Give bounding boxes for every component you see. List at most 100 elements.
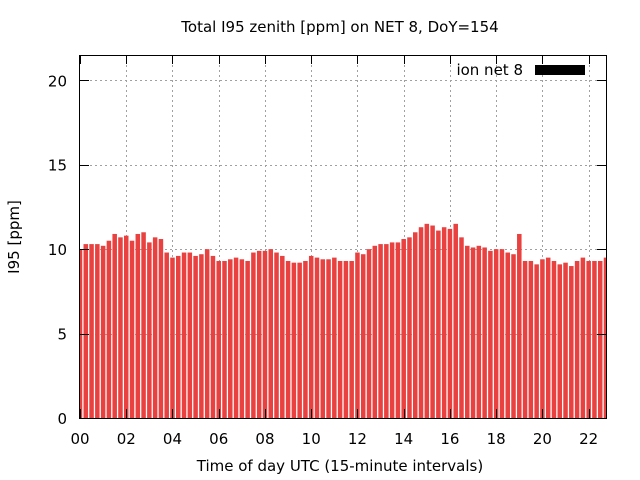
bar xyxy=(337,260,343,418)
legend-label: ion net 8 xyxy=(456,61,523,79)
bar xyxy=(199,254,204,418)
y-tick-label: 15 xyxy=(48,157,67,175)
bar xyxy=(256,250,262,418)
y-tick-labels: 0 5 10 15 20 xyxy=(48,72,67,428)
bar xyxy=(100,245,106,418)
bar xyxy=(517,233,522,418)
bar xyxy=(372,245,378,418)
bar xyxy=(574,260,580,418)
bar xyxy=(592,260,597,418)
x-tick-label: 02 xyxy=(117,430,136,448)
bar xyxy=(447,228,453,418)
bar xyxy=(129,240,135,418)
bar xyxy=(216,260,221,418)
bar xyxy=(401,239,406,418)
bar xyxy=(210,255,216,418)
bar xyxy=(418,227,424,418)
bar xyxy=(158,239,164,418)
bar xyxy=(522,260,528,418)
legend: ion net 8 xyxy=(456,61,585,79)
bar xyxy=(80,249,83,418)
bar xyxy=(314,257,320,418)
y-tick-label: 5 xyxy=(57,326,67,344)
bar xyxy=(187,252,193,418)
bar xyxy=(303,260,308,418)
bar xyxy=(118,237,123,418)
x-tick-label: 18 xyxy=(487,430,506,448)
y-tick-label: 20 xyxy=(48,72,67,90)
plot-frame xyxy=(79,55,607,419)
bar xyxy=(152,237,158,418)
bar xyxy=(603,257,606,418)
bar xyxy=(141,232,146,418)
legend-swatch xyxy=(535,65,585,75)
bar xyxy=(320,259,326,418)
bar xyxy=(551,260,557,418)
x-tick-label: 16 xyxy=(440,430,459,448)
y-axis-label: I95 [ppm] xyxy=(5,200,23,274)
bar xyxy=(89,244,94,418)
bar xyxy=(505,252,510,418)
bar xyxy=(274,252,279,418)
bar xyxy=(395,242,401,418)
bar xyxy=(586,260,591,418)
bar xyxy=(569,266,574,418)
bar xyxy=(407,237,412,418)
x-tick-label: 06 xyxy=(209,430,228,448)
bar xyxy=(430,225,435,418)
x-tick-label: 20 xyxy=(533,430,552,448)
bar xyxy=(493,249,499,418)
bar xyxy=(228,259,233,418)
bar xyxy=(285,260,291,418)
bar xyxy=(123,235,129,418)
x-tick-label: 14 xyxy=(394,430,413,448)
bar xyxy=(465,245,470,418)
bar xyxy=(297,262,302,418)
bar xyxy=(147,242,152,418)
x-tick-label: 08 xyxy=(255,430,274,448)
chart-title: Total I95 zenith [ppm] on NET 8, DoY=154 xyxy=(180,18,498,36)
bar xyxy=(95,244,100,418)
bar xyxy=(366,249,372,418)
bar xyxy=(412,232,418,418)
x-tick-labels: 00 02 04 06 08 10 12 14 16 18 20 22 xyxy=(70,430,598,448)
x-tick-label: 22 xyxy=(579,430,598,448)
y-tick-label: 10 xyxy=(48,241,67,259)
bar xyxy=(164,252,169,418)
bar xyxy=(528,260,534,418)
bar xyxy=(291,262,297,418)
x-axis-label: Time of day UTC (15-minute intervals) xyxy=(196,457,483,475)
bar xyxy=(441,227,447,418)
bar xyxy=(389,242,395,418)
bar xyxy=(135,233,141,418)
bar xyxy=(251,252,256,418)
bar xyxy=(534,264,539,418)
bar xyxy=(170,257,175,418)
bar xyxy=(326,259,331,418)
bar xyxy=(233,257,239,418)
bar xyxy=(204,249,210,418)
bar xyxy=(424,223,430,418)
bar xyxy=(106,240,112,418)
bar xyxy=(453,223,458,418)
bar xyxy=(360,254,366,418)
bar xyxy=(557,264,563,418)
bar xyxy=(482,247,487,418)
bar xyxy=(262,250,268,418)
bar xyxy=(476,245,482,418)
bar xyxy=(597,260,603,418)
bar-series xyxy=(80,223,606,418)
bar xyxy=(499,249,505,418)
x-tick-label: 00 xyxy=(70,430,89,448)
bar xyxy=(181,252,187,418)
bar xyxy=(343,260,349,418)
bar xyxy=(268,249,274,418)
bar xyxy=(459,237,464,418)
bar xyxy=(545,257,551,418)
bar xyxy=(349,260,354,418)
x-tick-label: 10 xyxy=(302,430,321,448)
bar xyxy=(511,254,516,418)
bar xyxy=(540,259,545,418)
bar xyxy=(245,260,250,418)
